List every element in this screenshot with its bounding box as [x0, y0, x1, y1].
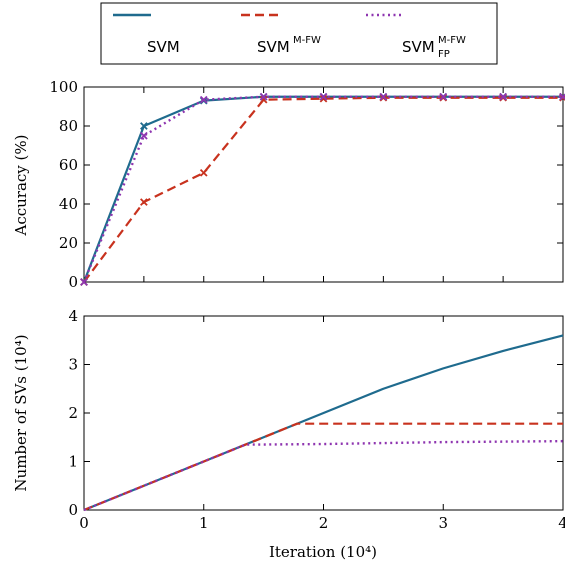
series-line-2: [83, 96, 563, 283]
data-point-marker: [199, 168, 208, 177]
legend-label-sup-3: M-FW: [438, 35, 466, 46]
data-point-marker: [559, 92, 565, 101]
x-tick-label: 0: [79, 514, 89, 532]
accuracy-chart-frame: [83, 86, 564, 283]
svs-y-axis-title: Number of SVs (10⁴): [12, 334, 30, 491]
series-line-2: [83, 422, 563, 512]
legend-label-2: SVM: [257, 38, 290, 56]
data-point-marker: [319, 94, 328, 103]
series-line-1: [82, 95, 563, 283]
data-point-marker: [439, 92, 448, 101]
y-tick-label: 100: [49, 78, 78, 96]
data-point-marker: [499, 92, 507, 101]
data-point-marker: [199, 95, 208, 104]
y-tick-label: 1: [68, 453, 78, 471]
data-point-marker: [259, 95, 268, 104]
x-tick-label: 1: [199, 514, 209, 532]
y-tick-label: 60: [59, 156, 78, 174]
y-tick-label: 3: [68, 356, 78, 374]
data-point-marker: [379, 92, 388, 101]
legend-label-1: SVM: [147, 38, 180, 56]
x-tick-label: 2: [319, 514, 329, 532]
y-tick-label: 20: [59, 234, 78, 252]
legend-label-sub-3: FP: [438, 49, 450, 60]
data-point-marker: [319, 92, 328, 101]
iteration-x-axis-title: Iteration (10⁴): [269, 543, 377, 561]
y-tick-label: 80: [59, 117, 78, 135]
data-point-marker: [140, 198, 148, 206]
x-tick-label: 3: [438, 514, 448, 532]
data-point-marker: [80, 278, 88, 286]
svs-chart: 0 1 2 3 4 0 1 2 3 4 Number of SVs (10⁴) Iteration…: [12, 307, 565, 561]
data-point-marker: [259, 92, 268, 101]
series-line-3: [83, 439, 564, 512]
legend-label-3: SVM: [402, 38, 435, 56]
series-line-3: [82, 95, 563, 283]
y-tick-label: 0: [68, 501, 78, 519]
y-tick-label: 40: [59, 195, 78, 213]
legend-box: [100, 2, 498, 65]
y-tick-label: 0: [68, 273, 78, 291]
y-tick-label: 4: [68, 307, 78, 325]
data-point-marker: [140, 122, 148, 130]
x-tick-label: 4: [558, 514, 565, 532]
accuracy-chart: 0 20 40 60 80 100 Accuracy (%): [12, 78, 565, 291]
accuracy-y-axis-title: Accuracy (%): [12, 134, 30, 236]
legend-label-sup-2: M-FW: [293, 35, 321, 46]
data-point-marker: [140, 131, 148, 140]
y-tick-label: 2: [68, 404, 78, 422]
